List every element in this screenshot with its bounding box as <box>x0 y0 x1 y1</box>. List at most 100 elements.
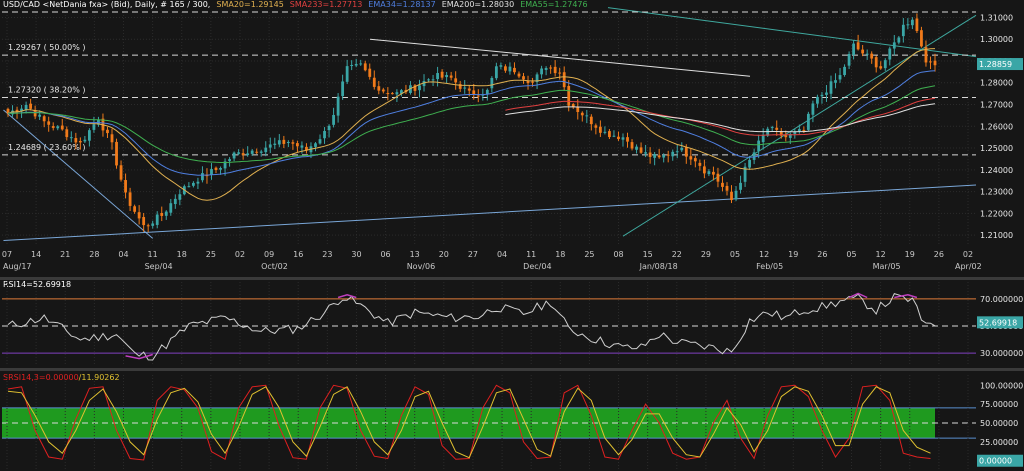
candle-body <box>119 165 123 180</box>
candle-body <box>576 106 580 113</box>
candle-body <box>684 147 688 157</box>
candle-body <box>730 191 733 201</box>
candle-body <box>65 129 69 138</box>
srsi-yellow-line <box>7 386 931 459</box>
candle-body <box>825 92 828 95</box>
candle-body <box>124 180 127 193</box>
ema55-line <box>7 85 936 163</box>
candle-body <box>29 103 33 109</box>
date-tick-label: 09 <box>264 250 274 259</box>
rsi-line <box>7 292 936 361</box>
candle-body <box>60 125 64 130</box>
candle-body <box>69 137 73 139</box>
candle-body <box>793 131 797 135</box>
panel-divider-2[interactable] <box>0 368 1024 371</box>
candle-body <box>395 92 399 95</box>
srsi-value: 11.90262 <box>81 373 120 382</box>
candle-body <box>128 192 132 206</box>
candle-body <box>838 75 842 80</box>
date-tick-label: 23 <box>322 250 332 259</box>
price-axis-label: 1.23000 <box>980 188 1013 197</box>
candle-body <box>915 18 919 32</box>
candle-body <box>291 142 295 144</box>
date-tick-label: 18 <box>177 250 187 259</box>
candle-body <box>526 80 530 84</box>
candle-body <box>381 89 385 92</box>
price-axis-label: 1.28000 <box>980 79 1013 88</box>
candle-body <box>192 182 195 186</box>
date-tick-label: 02 <box>963 250 973 259</box>
candle-body <box>689 156 693 160</box>
date-tick-label: 12 <box>759 250 769 259</box>
candle-body <box>214 167 218 171</box>
candle-body <box>553 66 557 74</box>
candle-body <box>874 57 878 68</box>
candle-body <box>784 135 788 138</box>
srsi-panel[interactable]: SRSI14,3=0.00000/11.90262 100.00000 75.00… <box>0 371 1024 471</box>
stoch-rsi-chart[interactable]: 100.00000 75.00000 50.00000 25.00000 0.00000… <box>0 371 1024 471</box>
date-tick-label: 05 <box>846 250 856 259</box>
candle-body <box>802 129 806 131</box>
price-chart-panel[interactable]: USD/CAD <NetDania fxa> (Bid), Daily, # 1… <box>0 0 1024 277</box>
candle-body <box>20 108 23 112</box>
candle-body <box>210 169 213 176</box>
date-tick-label: 26 <box>817 250 827 259</box>
candle-body <box>418 85 421 91</box>
candle-body <box>463 87 467 89</box>
candle-body <box>870 53 874 59</box>
candle-body <box>173 198 177 205</box>
srsi-axis-label: 100.00000 <box>980 381 1023 390</box>
rsi-axis-label: 70.000000 <box>980 295 1023 304</box>
sma20-line <box>7 48 936 201</box>
candle-body <box>901 24 905 37</box>
candle-body <box>630 142 634 149</box>
candle-body <box>15 109 19 112</box>
candle-body <box>788 133 792 138</box>
candle-body <box>897 37 901 43</box>
candle-body <box>354 64 358 66</box>
candle-body <box>11 110 14 115</box>
candle-body <box>368 68 372 77</box>
date-tick-label: 25 <box>584 250 594 259</box>
candle-body <box>467 88 471 91</box>
sma233-line <box>505 97 936 136</box>
trendline <box>607 7 977 58</box>
rsi-legend: RSI14=52.69918 <box>3 280 77 289</box>
candle-body <box>377 86 381 91</box>
price-axis-label: 1.21000 <box>980 231 1013 240</box>
candle-body <box>910 19 914 26</box>
candle-body <box>47 121 51 125</box>
candle-body <box>255 151 259 153</box>
candle-body <box>372 77 376 87</box>
panel-divider-1[interactable] <box>0 277 1024 280</box>
rsi-panel[interactable]: RSI14=52.69918 70.00000050.00000030.0000… <box>0 280 1024 368</box>
candle-body <box>816 96 819 104</box>
rsi-oversold-mark <box>125 353 153 360</box>
candle-body <box>883 60 887 69</box>
month-label: Jan/08/18 <box>639 262 678 271</box>
srsi-red-line <box>7 384 931 461</box>
candle-body <box>431 79 435 81</box>
candle-body <box>38 114 42 117</box>
candle-body <box>743 166 747 182</box>
candle-body <box>847 53 851 66</box>
candle-body <box>286 141 290 143</box>
candle-body <box>675 151 679 153</box>
candle-body <box>106 129 109 134</box>
date-tick-label: 28 <box>89 250 99 259</box>
candlestick-chart[interactable]: 1.310001.300001.290001.280001.270001.260… <box>0 0 1024 277</box>
date-tick-label: 16 <box>293 250 303 259</box>
candle-body <box>865 53 869 55</box>
candle-body <box>237 152 241 154</box>
rsi-label: RSI14=52.69918 <box>3 280 72 289</box>
candle-body <box>879 66 883 69</box>
candle-body <box>617 136 620 140</box>
candle-body <box>843 66 846 75</box>
candle-body <box>219 168 222 170</box>
price-axis-label: 1.31000 <box>980 13 1013 22</box>
candle-body <box>78 140 82 143</box>
date-tick-label: 22 <box>672 250 682 259</box>
candle-body <box>115 141 118 166</box>
candle-body <box>83 139 87 142</box>
